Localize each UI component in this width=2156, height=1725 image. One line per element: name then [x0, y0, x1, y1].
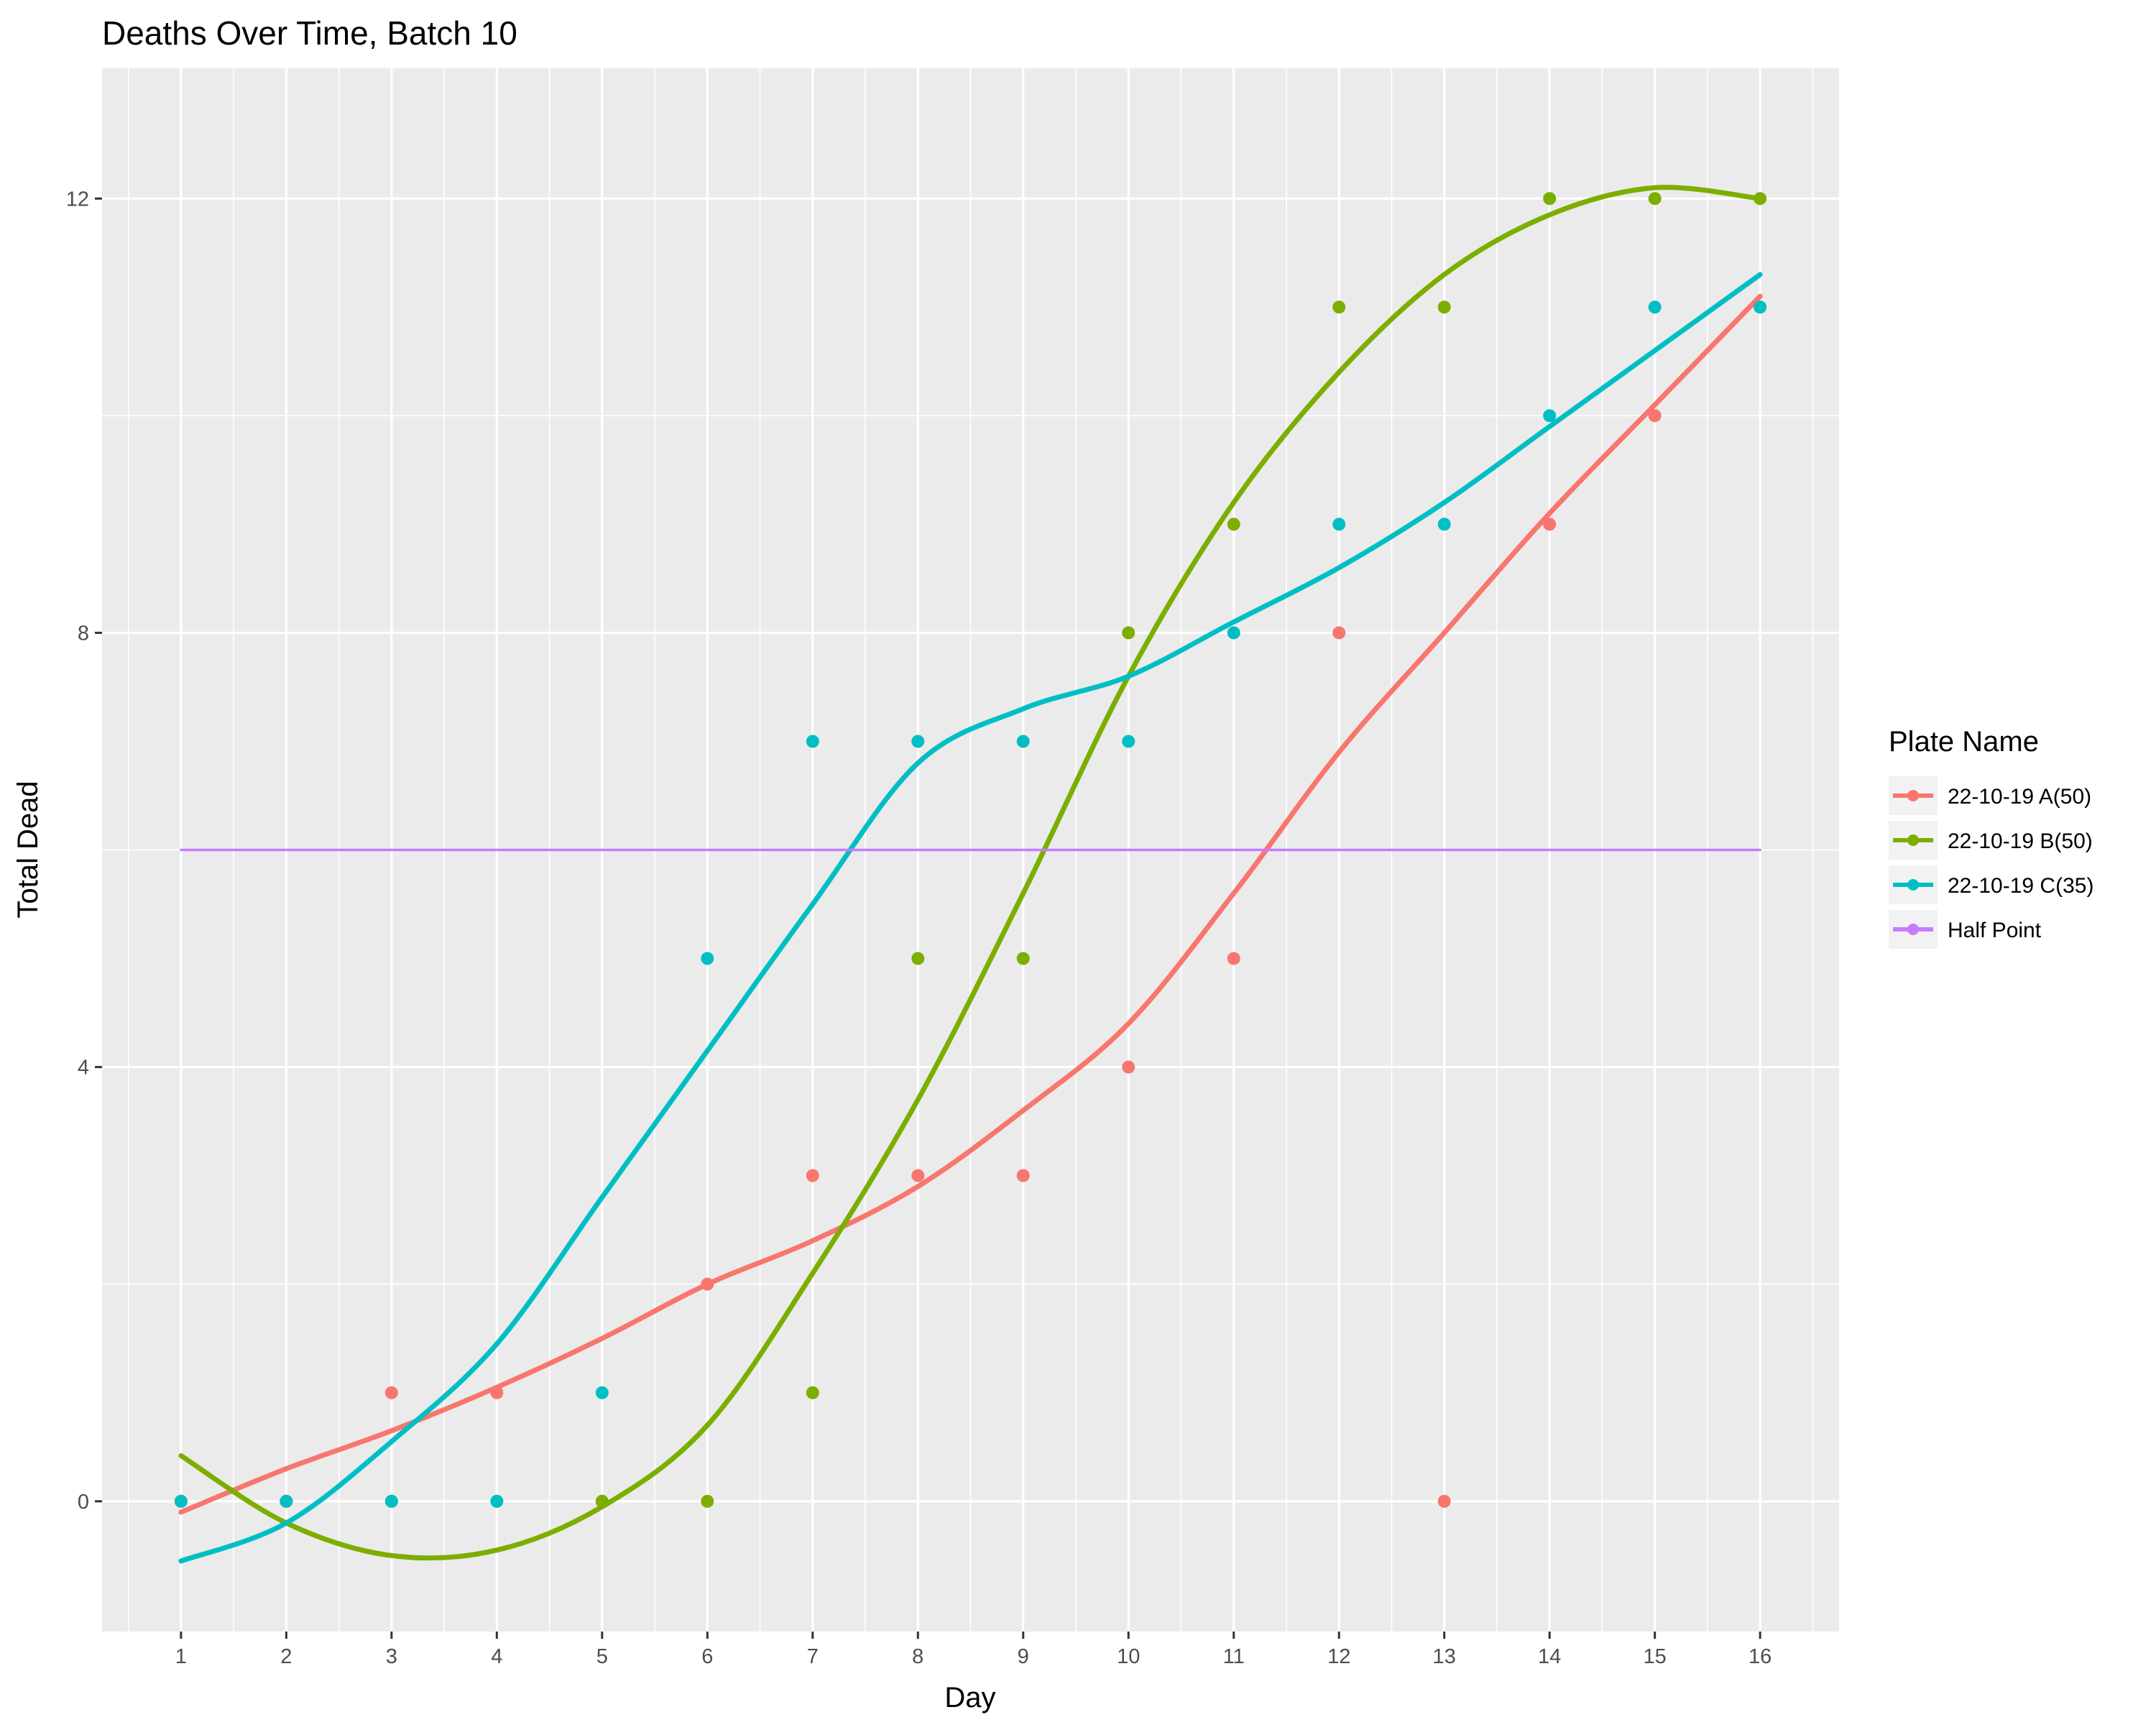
- series-1-point: [1648, 409, 1662, 423]
- x-tick-label: 8: [912, 1645, 923, 1668]
- series-2-point: [595, 1494, 609, 1508]
- x-tick-label: 9: [1018, 1645, 1029, 1668]
- x-tick-label: 1: [175, 1645, 187, 1668]
- series-3-point: [1122, 735, 1135, 748]
- series-3-point: [1437, 518, 1451, 531]
- series-2-point: [1122, 626, 1135, 640]
- x-tick-label: 7: [807, 1645, 819, 1668]
- series-1-point: [1016, 1169, 1030, 1182]
- x-tick-label: 12: [1327, 1645, 1350, 1668]
- series-3-point: [1332, 518, 1346, 531]
- series-3-point: [911, 735, 925, 748]
- legend: Plate Name 22-10-19 A(50)22-10-19 B(50)2…: [1889, 726, 2093, 949]
- series-1-point: [1122, 1060, 1135, 1074]
- legend-key-point: [1907, 879, 1919, 891]
- y-tick-label: 8: [78, 622, 89, 645]
- series-1-point: [490, 1386, 504, 1399]
- series-2-point: [911, 952, 925, 965]
- series-1-point: [806, 1169, 819, 1182]
- y-axis: 0 4 8 12: [66, 188, 102, 1514]
- y-axis-title: Total Dead: [12, 781, 44, 918]
- x-tick-label: 11: [1223, 1645, 1245, 1668]
- series-2-point: [1016, 952, 1030, 965]
- x-axis-title: Day: [944, 1682, 995, 1714]
- series-1-point: [1332, 626, 1346, 640]
- series-line-1: [178, 293, 1763, 1515]
- series-2-point: [1227, 518, 1240, 531]
- legend-items: 22-10-19 A(50) 22-10-19 B(50) 22-10-19 C(3…: [1889, 776, 2093, 949]
- y-tick-label: 0: [78, 1491, 89, 1514]
- x-axis: 1 2 3 4 5 6 7 8 9 10 11 12 13 14 15 16: [175, 1632, 1772, 1668]
- legend-key-point: [1907, 790, 1919, 801]
- series-3-point: [1016, 735, 1030, 748]
- x-tick-label: 14: [1538, 1645, 1561, 1668]
- legend-label: 22-10-19 B(50): [1948, 829, 2093, 853]
- series-3-point: [806, 735, 819, 748]
- series-2-point: [701, 1494, 714, 1508]
- series-2-point: [806, 1386, 819, 1399]
- y-tick-label: 4: [78, 1057, 89, 1080]
- legend-label: 22-10-19 A(50): [1948, 785, 2091, 809]
- series-3-point: [490, 1494, 504, 1508]
- series-line-3: [178, 272, 1763, 1564]
- series-3-point: [280, 1494, 293, 1508]
- series-1-point: [384, 1386, 398, 1399]
- series-layer: [174, 185, 1767, 1564]
- x-tick-label: 16: [1749, 1645, 1772, 1668]
- legend-key-point: [1907, 834, 1919, 846]
- series-1-point: [1437, 1494, 1451, 1508]
- series-2-point: [1332, 300, 1346, 314]
- series-2-point: [1543, 192, 1557, 206]
- series-3-point: [701, 952, 714, 965]
- legend-title: Plate Name: [1889, 726, 2039, 758]
- series-3-point: [1754, 300, 1767, 314]
- x-tick-label: 15: [1644, 1645, 1667, 1668]
- series-2-point: [1754, 192, 1767, 206]
- series-3-point: [595, 1386, 609, 1399]
- series-3-point: [174, 1494, 188, 1508]
- series-1-point: [1227, 952, 1240, 965]
- series-3-point: [1648, 300, 1662, 314]
- series-2-point: [1437, 300, 1451, 314]
- x-tick-label: 3: [386, 1645, 397, 1668]
- legend-label: 22-10-19 C(35): [1948, 874, 2093, 898]
- x-tick-label: 4: [491, 1645, 502, 1668]
- x-tick-label: 6: [701, 1645, 713, 1668]
- x-tick-label: 2: [280, 1645, 292, 1668]
- series-1-point: [911, 1169, 925, 1182]
- series-1-point: [1543, 518, 1557, 531]
- series-3-point: [1543, 409, 1557, 423]
- series-line-2: [178, 185, 1763, 1561]
- series-2-point: [1648, 192, 1662, 206]
- x-tick-label: 5: [596, 1645, 608, 1668]
- chart-title: Deaths Over Time, Batch 10: [102, 14, 517, 52]
- x-tick-label: 13: [1433, 1645, 1456, 1668]
- x-tick-label: 10: [1117, 1645, 1140, 1668]
- series-3-point: [384, 1494, 398, 1508]
- legend-label: Half Point: [1948, 919, 2042, 942]
- y-tick-label: 12: [66, 188, 89, 211]
- legend-key-point: [1907, 924, 1919, 935]
- series-1-point: [701, 1277, 714, 1291]
- series-3-point: [1227, 626, 1240, 640]
